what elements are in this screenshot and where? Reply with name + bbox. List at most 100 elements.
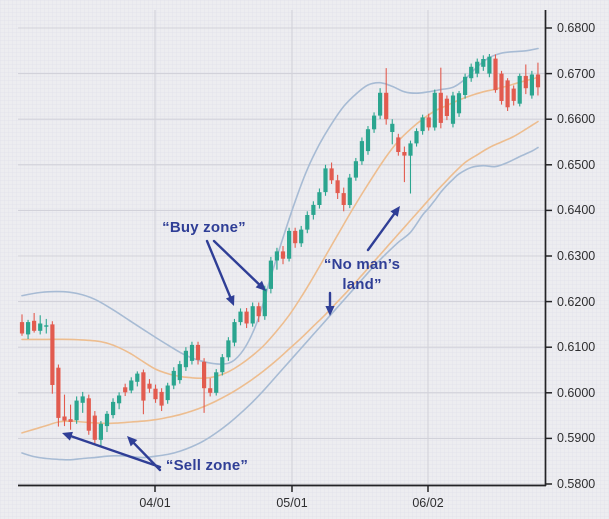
candle-body-down: [141, 372, 146, 401]
candle-body-up: [414, 131, 419, 144]
candle-body-down: [147, 383, 152, 389]
candle-body-up: [117, 395, 122, 404]
annotation-arrowhead: [390, 206, 400, 217]
candle-body-up: [323, 168, 328, 193]
candle-body-up: [517, 75, 522, 104]
candle-body-up: [469, 66, 474, 79]
candle-body-up: [420, 117, 425, 132]
annotation-arrow-shaft: [129, 439, 162, 472]
candle-body-up: [456, 93, 462, 114]
annotation-arrowhead: [62, 431, 73, 441]
candle-body-up: [38, 323, 43, 331]
sell-zone-label: “Sell zone”: [165, 457, 249, 474]
annotation-arrow-shaft: [212, 239, 263, 289]
candle-body-down: [384, 92, 389, 120]
candle-body-down: [56, 367, 61, 418]
candle-body-up: [299, 229, 304, 244]
candle-body-up: [26, 322, 31, 335]
annotation-arrow-shaft: [205, 239, 233, 302]
candle-body-up: [487, 56, 492, 74]
buy-zone-label: “Buy zone”: [162, 219, 246, 236]
candle-body-up: [372, 115, 377, 130]
candle-body-down: [123, 387, 128, 393]
candle-body-up: [311, 204, 316, 215]
candle-body-up: [408, 143, 413, 156]
candle-body-up: [220, 357, 225, 373]
candle-body-down: [256, 306, 261, 317]
candle-body-up: [475, 61, 480, 74]
candle-body-down: [62, 416, 67, 421]
candle-body-up: [287, 230, 292, 259]
no-mans-land-label: “No man’s land”: [324, 255, 400, 295]
candle-body-down: [32, 320, 37, 331]
candle-body-down: [202, 361, 207, 389]
candle-body-up: [463, 76, 468, 95]
candle-body-up: [268, 260, 273, 289]
candle-body-up: [98, 423, 103, 440]
candle-body-up: [390, 123, 395, 132]
candle-body-up: [44, 325, 49, 327]
candle-body-up: [232, 322, 237, 343]
lower_band_2sd-line: [21, 146, 539, 461]
candle-body-up: [305, 215, 310, 230]
x-axis-label: 06/02: [412, 496, 444, 510]
candle-body-down: [280, 251, 286, 259]
candle-body-up: [129, 380, 134, 391]
annotation-arrowhead: [225, 295, 235, 306]
y-axis-label: 0.6000: [557, 385, 596, 400]
y-axis-label: 0.6100: [557, 340, 596, 355]
candle-body-down: [19, 322, 25, 334]
candle-body-down: [159, 391, 164, 406]
candle-body-up: [238, 311, 243, 323]
candle-body-down: [195, 344, 201, 360]
candle-body-up: [432, 92, 437, 128]
candle-body-down: [438, 92, 443, 123]
y-axis-label: 0.6400: [557, 203, 596, 218]
candle-body-up: [80, 396, 85, 403]
candle-body-up: [529, 74, 534, 96]
candle-body-down: [92, 415, 97, 440]
candle-body-up: [74, 400, 79, 421]
candle-body-down: [208, 388, 213, 393]
candle-body-up: [481, 59, 486, 67]
candle-body-up: [104, 413, 110, 427]
candle-body-up: [171, 370, 176, 386]
candle-body-up: [347, 177, 352, 205]
candle-body-down: [335, 180, 340, 194]
candle-body-down: [426, 117, 431, 128]
y-axis-label: 0.6600: [557, 112, 596, 127]
candle-body-down: [444, 98, 449, 116]
candle-body-down: [329, 168, 334, 181]
y-axis-label: 0.5900: [557, 431, 596, 446]
candle-body-up: [177, 364, 182, 381]
candle-body-up: [250, 306, 255, 324]
candle-body-up: [365, 129, 371, 152]
y-axis-label: 0.6200: [557, 294, 596, 309]
candle-body-up: [111, 401, 116, 416]
candle-body-up: [359, 141, 364, 162]
candle-body-down: [50, 324, 55, 385]
candle-body-up: [214, 372, 219, 393]
candle-body-up: [450, 95, 456, 124]
y-axis-label: 0.6700: [557, 66, 596, 81]
no-mans-land-line2: land”: [342, 276, 382, 293]
y-axis-label: 0.5800: [557, 477, 596, 491]
candle-body-down: [341, 193, 346, 205]
annotation-arrowhead: [325, 306, 335, 316]
candle-body-down: [535, 74, 541, 88]
upper_band_1sd-line: [21, 76, 539, 380]
candle-body-up: [135, 373, 140, 382]
annotation-arrowhead: [127, 436, 138, 447]
candle-body-down: [396, 137, 401, 152]
candle-body-down: [68, 419, 73, 422]
annotation-arrow-shaft: [366, 209, 398, 252]
candle-body-up: [165, 385, 170, 401]
candle-body-up: [189, 344, 195, 361]
candle-body-up: [378, 92, 383, 116]
candle-body-down: [293, 230, 298, 244]
y-axis-label: 0.6500: [557, 157, 596, 172]
annotation-arrowhead: [255, 280, 266, 291]
x-axis-label: 05/01: [276, 496, 308, 510]
